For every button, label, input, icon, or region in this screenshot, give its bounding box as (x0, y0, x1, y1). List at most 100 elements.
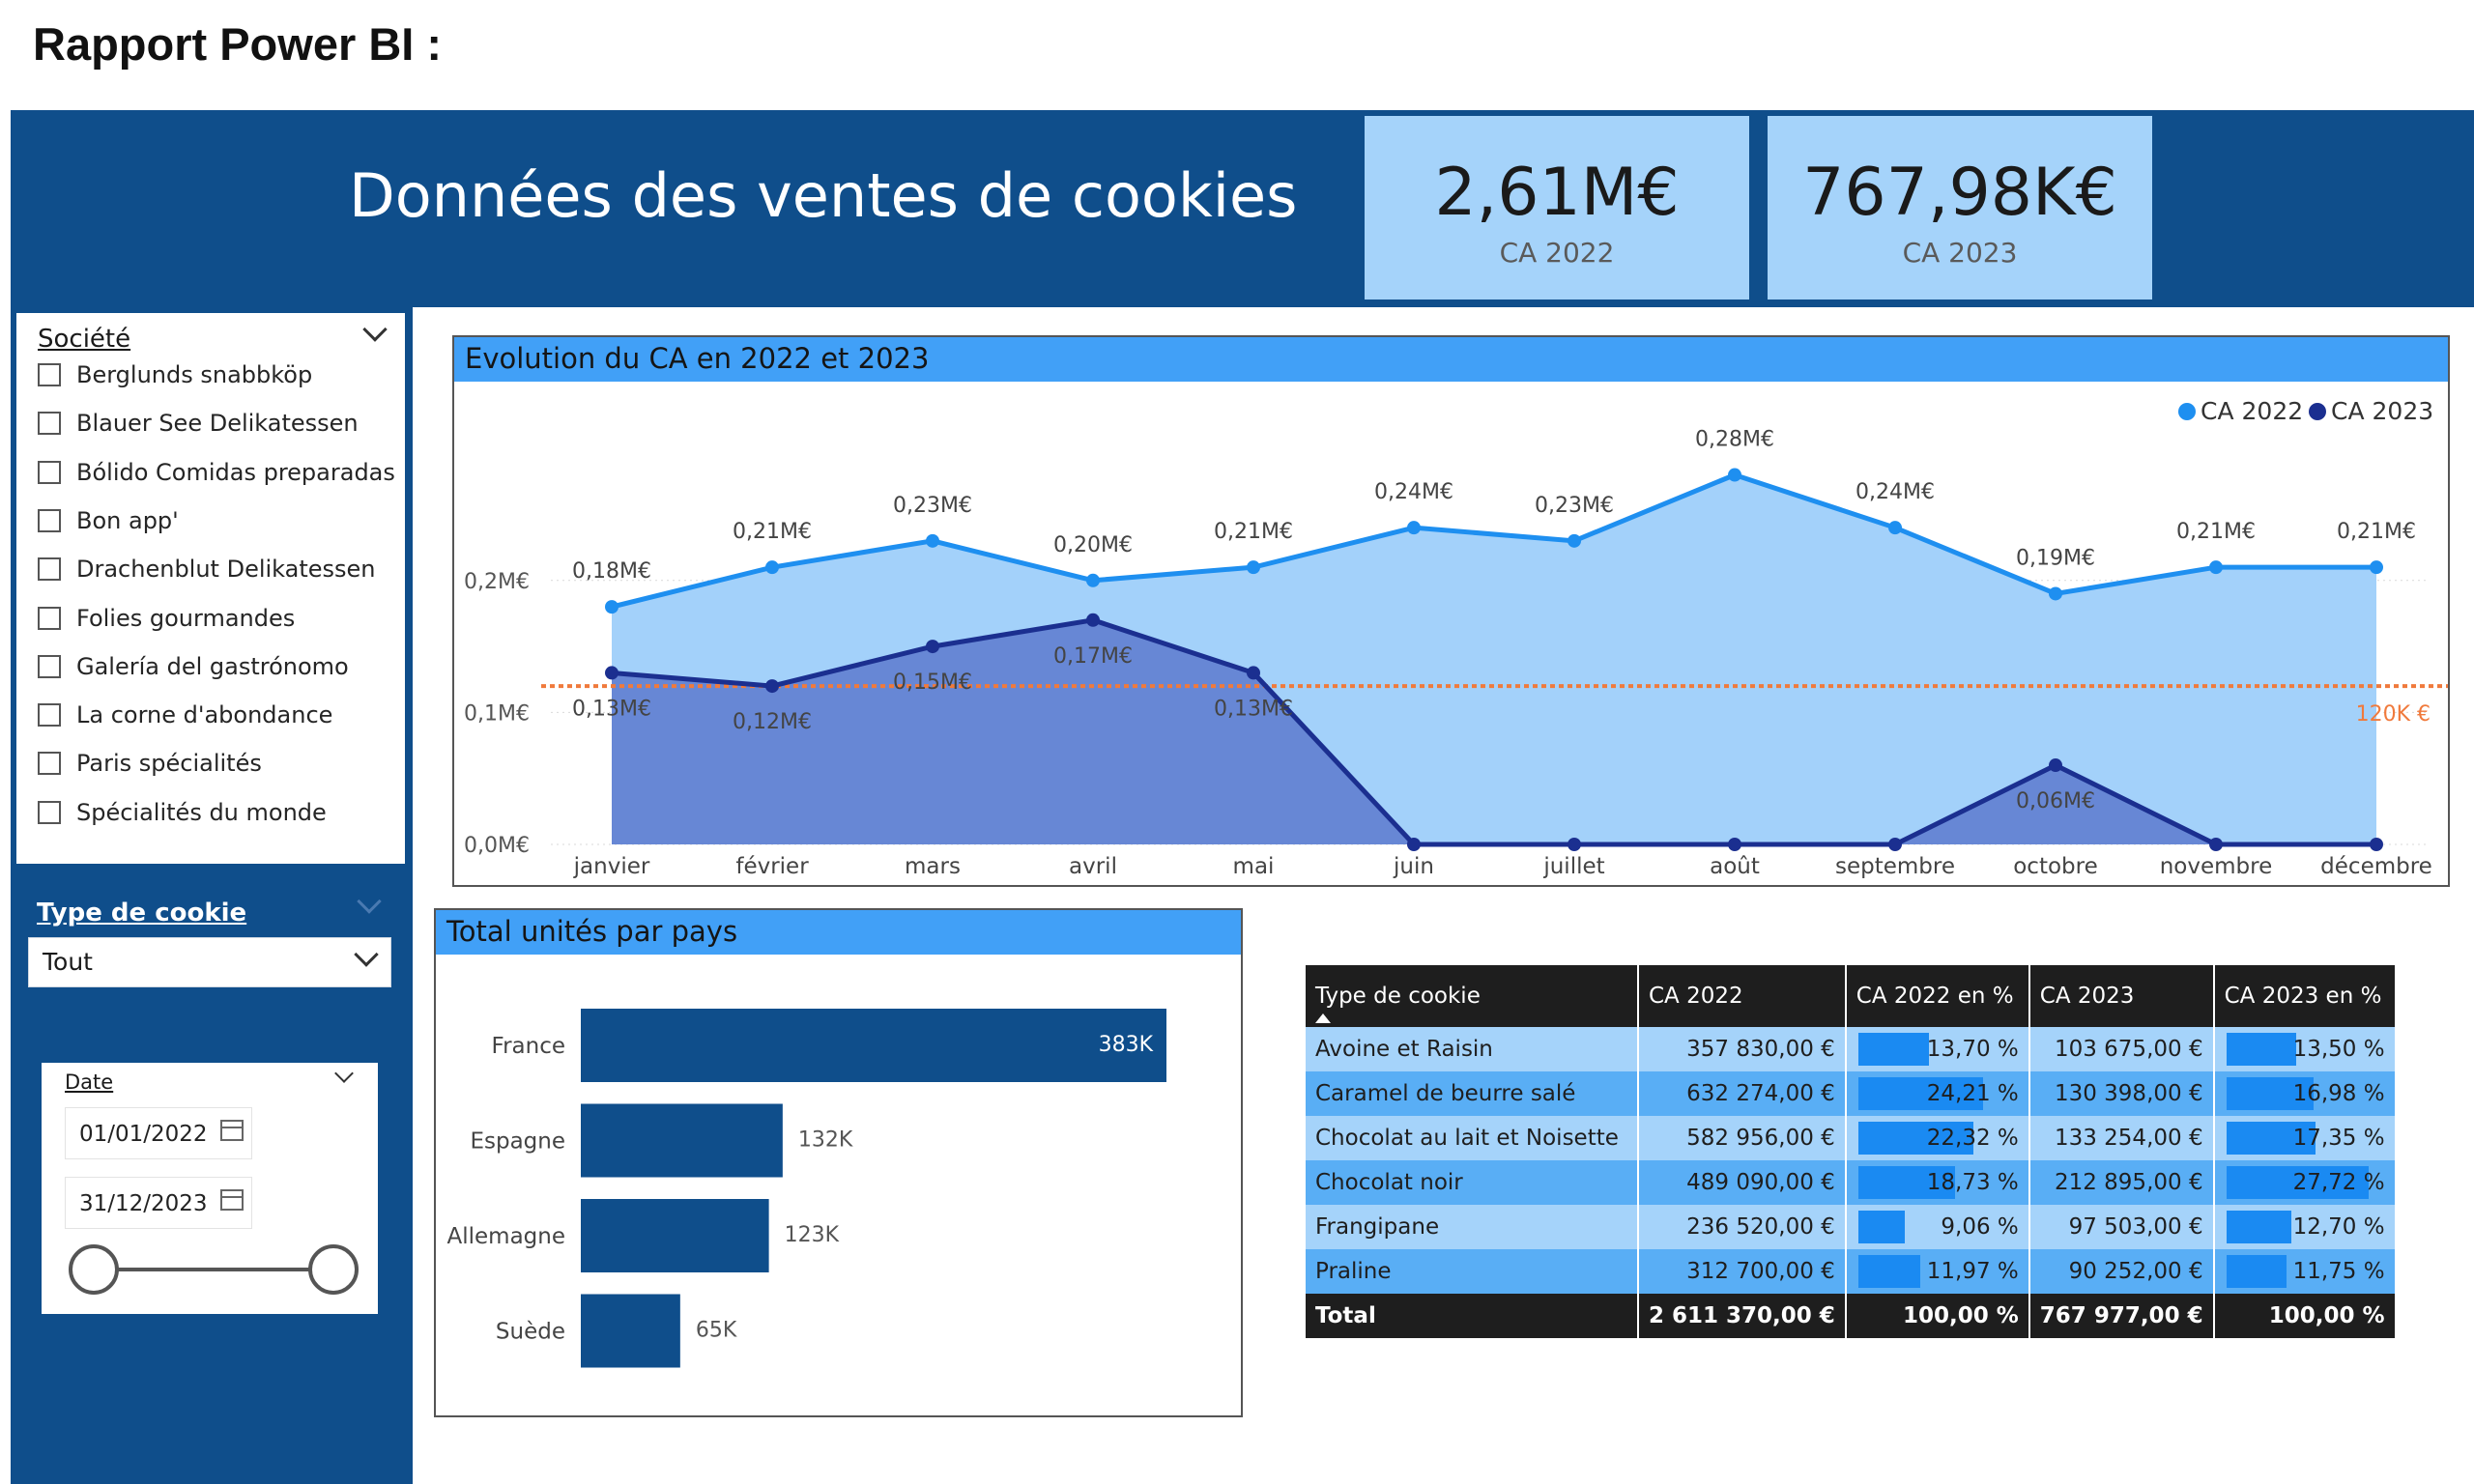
data-bar (2226, 1166, 2370, 1199)
category-label: Suède (496, 1320, 565, 1345)
table-row[interactable]: Avoine et Raisin 357 830,00 € 13,70 % 103 6… (1306, 1027, 2397, 1071)
series-line-ca-2022 (611, 471, 2376, 610)
data-point (605, 666, 618, 680)
table-row[interactable]: Chocolat noir 489 090,00 € 18,73 % 212 895,… (1306, 1160, 2397, 1205)
table-row[interactable]: Caramel de beurre salé 632 274,00 € 24,21 … (1306, 1071, 2397, 1116)
kpi-card-ca-2023[interactable]: 767,98K€ CA 2023 (1768, 116, 2152, 300)
series-line-ca-2023 (611, 617, 2376, 847)
date-start-input[interactable]: 01/01/2022 (65, 1107, 252, 1159)
cell-ca-2023-pct: 27,72 % (2213, 1160, 2397, 1205)
kpi-card-ca-2022[interactable]: 2,61M€ CA 2022 (1365, 116, 1749, 300)
cell-value: 9,06 % (1941, 1214, 2019, 1240)
country-chart-title: Total unités par pays (446, 915, 738, 948)
checkbox[interactable] (38, 752, 61, 776)
cell-value: 11,75 % (2292, 1259, 2385, 1284)
cell-value: 13,70 % (1926, 1037, 2019, 1062)
column-header[interactable]: CA 2023 (2028, 965, 2215, 1027)
column-header[interactable]: CA 2023 en % (2213, 965, 2397, 1027)
date-end-input[interactable]: 31/12/2023 (65, 1177, 252, 1229)
category-label: Allemagne (447, 1224, 566, 1249)
date-slicer: Date 01/01/2022 31/12/2023 (42, 1063, 378, 1314)
chevron-down-icon[interactable] (357, 889, 382, 914)
checkbox[interactable] (38, 508, 61, 532)
data-point (1728, 468, 1741, 482)
legend-label: CA 2023 (2331, 397, 2433, 425)
column-header[interactable]: CA 2022 en % (1845, 965, 2030, 1027)
cell-ca-2022-pct: 22,32 % (1845, 1116, 2030, 1160)
country-bar-chart[interactable]: France 383K Espagne 132K Allemagne 123K Suède 6… (436, 955, 1241, 1415)
bar[interactable] (581, 1199, 769, 1272)
type-cookie-slicer-title: Type de cookie (37, 899, 247, 928)
x-tick-label: mars (905, 854, 961, 879)
date-range-start-handle[interactable] (69, 1244, 119, 1295)
x-tick-label: avril (1069, 854, 1117, 879)
data-point (2049, 586, 2062, 601)
societe-option[interactable]: Galería del gastrónomo (38, 647, 349, 686)
data-label: 0,21M€ (2337, 520, 2416, 544)
cell-ca-2023: 97 503,00 € (2028, 1205, 2215, 1249)
bar[interactable] (581, 1103, 783, 1178)
societe-option[interactable]: La corne d'abondance (38, 696, 332, 734)
checkbox[interactable] (38, 460, 61, 484)
column-header[interactable]: CA 2022 (1638, 965, 1847, 1027)
cell-value: 27,72 % (2292, 1170, 2385, 1195)
legend-label: CA 2022 (2201, 397, 2303, 425)
societe-option[interactable]: Bólido Comidas preparadas (38, 453, 395, 492)
data-label: 0,21M€ (1214, 520, 1293, 544)
column-header[interactable]: Type de cookie (1306, 965, 1639, 1027)
checkbox[interactable] (38, 412, 61, 436)
data-point (1247, 666, 1260, 680)
data-bar (1857, 1166, 1955, 1199)
total-cell: 100,00 % (2213, 1294, 2397, 1338)
data-point (1086, 573, 1100, 587)
evolution-chart-panel: Evolution du CA en 2022 et 2023 0,0M€ 0,1… (452, 335, 2450, 887)
societe-option[interactable]: Berglunds snabbköp (38, 356, 312, 394)
societe-option[interactable]: Folies gourmandes (38, 599, 295, 638)
reference-line-label: 120K € (2356, 702, 2431, 727)
date-start-value: 01/01/2022 (79, 1122, 208, 1147)
checkbox[interactable] (38, 654, 61, 678)
societe-option-label: Drachenblut Delikatessen (76, 556, 376, 584)
sort-ascending-icon[interactable] (1315, 1013, 1331, 1023)
table-row[interactable]: Praline 312 700,00 € 11,97 % 90 252,00 € 11,… (1306, 1249, 2397, 1294)
data-bar (2226, 1122, 2316, 1155)
checkbox[interactable] (38, 703, 61, 728)
bar[interactable] (581, 1009, 1166, 1082)
chevron-down-icon[interactable] (334, 1064, 354, 1083)
cell-value: 18,73 % (1926, 1170, 2019, 1195)
calendar-icon[interactable] (220, 1189, 244, 1211)
evolution-chart-title: Evolution du CA en 2022 et 2023 (465, 342, 930, 375)
table-row[interactable]: Frangipane 236 520,00 € 9,06 % 97 503,00 € 1… (1306, 1205, 2397, 1249)
societe-option[interactable]: Bon app' (38, 501, 179, 540)
data-point (2370, 560, 2383, 575)
checkbox[interactable] (38, 800, 61, 824)
data-point (2209, 560, 2223, 575)
page-title: Rapport Power BI : (33, 18, 443, 70)
bar[interactable] (581, 1294, 680, 1368)
checkbox[interactable] (38, 363, 61, 386)
calendar-icon[interactable] (220, 1120, 244, 1141)
table-row[interactable]: Chocolat au lait et Noisette 582 956,00 €… (1306, 1116, 2397, 1160)
date-range-track[interactable] (94, 1268, 333, 1271)
cell-value: 16,98 % (2292, 1081, 2385, 1106)
x-tick-label: mai (1233, 854, 1275, 879)
evolution-chart[interactable]: 0,0M€ 0,1M€ 0,2M€ 120K € 0,18M€ 0,21M€ 0,23M€ 0… (454, 382, 2448, 885)
data-point (1568, 533, 1581, 548)
societe-option[interactable]: Paris spécialités (38, 744, 262, 783)
societe-option[interactable]: Blauer See Delikatessen (38, 404, 359, 442)
checkbox[interactable] (38, 606, 61, 630)
legend-marker (2309, 403, 2326, 420)
societe-option[interactable]: Spécialités du monde (38, 793, 327, 832)
legend-marker (2178, 403, 2196, 420)
total-cell: 2 611 370,00 € (1638, 1294, 1847, 1338)
chevron-down-icon[interactable] (362, 317, 388, 342)
date-range-end-handle[interactable] (308, 1244, 359, 1295)
table-body: Avoine et Raisin 357 830,00 € 13,70 % 103 6… (1306, 1027, 2397, 1338)
societe-slicer: Société Berglunds snabbköp Blauer See Del… (16, 313, 405, 864)
data-point (2049, 758, 2062, 773)
type-cookie-selected: Tout (43, 948, 93, 976)
societe-option[interactable]: Drachenblut Delikatessen (38, 550, 376, 588)
type-cookie-dropdown[interactable]: Tout (28, 937, 391, 987)
data-label: 0,15M€ (893, 671, 972, 695)
checkbox[interactable] (38, 557, 61, 582)
